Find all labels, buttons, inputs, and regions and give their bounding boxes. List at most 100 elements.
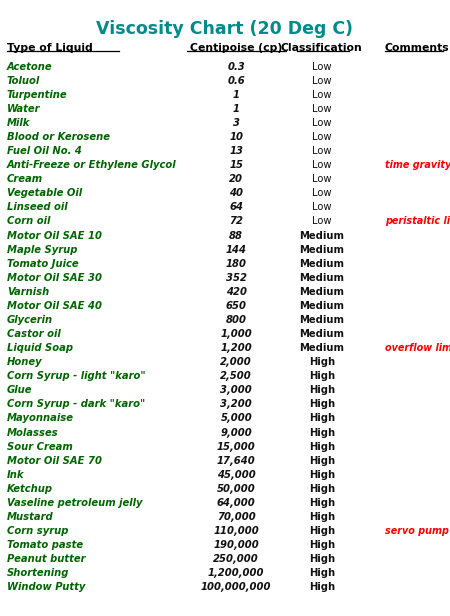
Text: 64,000: 64,000 (217, 498, 256, 508)
Text: Medium: Medium (299, 287, 344, 297)
Text: Molasses: Molasses (7, 428, 58, 437)
Text: Motor Oil SAE 10: Motor Oil SAE 10 (7, 230, 102, 240)
Text: 1: 1 (233, 90, 240, 100)
Text: 1,200: 1,200 (220, 343, 252, 353)
Text: Tomato paste: Tomato paste (7, 540, 83, 550)
Text: High: High (309, 413, 335, 423)
Text: Type of Liquid: Type of Liquid (7, 43, 93, 53)
Text: 17,640: 17,640 (217, 456, 256, 466)
Text: 3,200: 3,200 (220, 399, 252, 410)
Text: Toluol: Toluol (7, 76, 40, 86)
Text: 0.3: 0.3 (227, 62, 245, 71)
Text: 64: 64 (229, 202, 243, 213)
Text: High: High (309, 498, 335, 508)
Text: 20: 20 (229, 174, 243, 184)
Text: Low: Low (312, 216, 332, 227)
Text: Milk: Milk (7, 118, 30, 128)
Text: Low: Low (312, 62, 332, 71)
Text: 420: 420 (226, 287, 247, 297)
Text: High: High (309, 428, 335, 437)
Text: Medium: Medium (299, 329, 344, 339)
Text: 50,000: 50,000 (217, 484, 256, 494)
Text: Ketchup: Ketchup (7, 484, 53, 494)
Text: Honey: Honey (7, 357, 42, 367)
Text: Low: Low (312, 202, 332, 213)
Text: Sour Cream: Sour Cream (7, 442, 72, 452)
Text: 45,000: 45,000 (217, 470, 256, 480)
Text: Low: Low (312, 76, 332, 86)
Text: High: High (309, 569, 335, 578)
Text: Medium: Medium (299, 230, 344, 240)
Text: 70,000: 70,000 (217, 512, 256, 522)
Text: 190,000: 190,000 (213, 540, 259, 550)
Text: Low: Low (312, 90, 332, 100)
Text: 250,000: 250,000 (213, 554, 259, 564)
Text: 352: 352 (226, 273, 247, 283)
Text: 3,000: 3,000 (220, 386, 252, 395)
Text: Motor Oil SAE 30: Motor Oil SAE 30 (7, 273, 102, 283)
Text: Low: Low (312, 132, 332, 142)
Text: Corn Syrup - light "karo": Corn Syrup - light "karo" (7, 371, 145, 381)
Text: Tomato Juice: Tomato Juice (7, 259, 78, 269)
Text: High: High (309, 456, 335, 466)
Text: 650: 650 (226, 301, 247, 311)
Text: Viscosity Chart (20 Deg C): Viscosity Chart (20 Deg C) (96, 20, 354, 38)
Text: Low: Low (312, 188, 332, 198)
Text: 180: 180 (226, 259, 247, 269)
Text: 100,000,000: 100,000,000 (201, 582, 271, 593)
Text: Classification: Classification (281, 43, 363, 53)
Text: High: High (309, 582, 335, 593)
Text: Corn oil: Corn oil (7, 216, 50, 227)
Text: Vaseline petroleum jelly: Vaseline petroleum jelly (7, 498, 142, 508)
Text: High: High (309, 526, 335, 536)
Text: 1,000: 1,000 (220, 329, 252, 339)
Text: High: High (309, 554, 335, 564)
Text: time gravity limit: time gravity limit (385, 160, 450, 170)
Text: High: High (309, 512, 335, 522)
Text: Corn syrup: Corn syrup (7, 526, 68, 536)
Text: Low: Low (312, 146, 332, 156)
Text: Linseed oil: Linseed oil (7, 202, 68, 213)
Text: 1: 1 (233, 104, 240, 114)
Text: Medium: Medium (299, 315, 344, 325)
Text: Window Putty: Window Putty (7, 582, 85, 593)
Text: Low: Low (312, 118, 332, 128)
Text: Medium: Medium (299, 259, 344, 269)
Text: Comments: Comments (385, 43, 450, 53)
Text: 40: 40 (229, 188, 243, 198)
Text: 9,000: 9,000 (220, 428, 252, 437)
Text: Turpentine: Turpentine (7, 90, 68, 100)
Text: High: High (309, 442, 335, 452)
Text: 800: 800 (226, 315, 247, 325)
Text: High: High (309, 371, 335, 381)
Text: Motor Oil SAE 70: Motor Oil SAE 70 (7, 456, 102, 466)
Text: Maple Syrup: Maple Syrup (7, 245, 77, 254)
Text: 72: 72 (229, 216, 243, 227)
Text: Glycerin: Glycerin (7, 315, 53, 325)
Text: Castor oil: Castor oil (7, 329, 60, 339)
Text: 88: 88 (229, 230, 243, 240)
Text: High: High (309, 540, 335, 550)
Text: 0.6: 0.6 (227, 76, 245, 86)
Text: Water: Water (7, 104, 40, 114)
Text: 110,000: 110,000 (213, 526, 259, 536)
Text: Motor Oil SAE 40: Motor Oil SAE 40 (7, 301, 102, 311)
Text: Centipoise (cp): Centipoise (cp) (190, 43, 283, 53)
Text: servo pump limit: servo pump limit (385, 526, 450, 536)
Text: High: High (309, 399, 335, 410)
Text: Anti-Freeze or Ethylene Glycol: Anti-Freeze or Ethylene Glycol (7, 160, 176, 170)
Text: Shortening: Shortening (7, 569, 69, 578)
Text: Corn Syrup - dark "karo": Corn Syrup - dark "karo" (7, 399, 145, 410)
Text: 2,500: 2,500 (220, 371, 252, 381)
Text: 5,000: 5,000 (220, 413, 252, 423)
Text: Medium: Medium (299, 301, 344, 311)
Text: Vegetable Oil: Vegetable Oil (7, 188, 82, 198)
Text: Mayonnaise: Mayonnaise (7, 413, 74, 423)
Text: High: High (309, 470, 335, 480)
Text: Varnish: Varnish (7, 287, 49, 297)
Text: Liquid Soap: Liquid Soap (7, 343, 73, 353)
Text: Ink: Ink (7, 470, 24, 480)
Text: 1,200,000: 1,200,000 (208, 569, 265, 578)
Text: 3: 3 (233, 118, 240, 128)
Text: 10: 10 (229, 132, 243, 142)
